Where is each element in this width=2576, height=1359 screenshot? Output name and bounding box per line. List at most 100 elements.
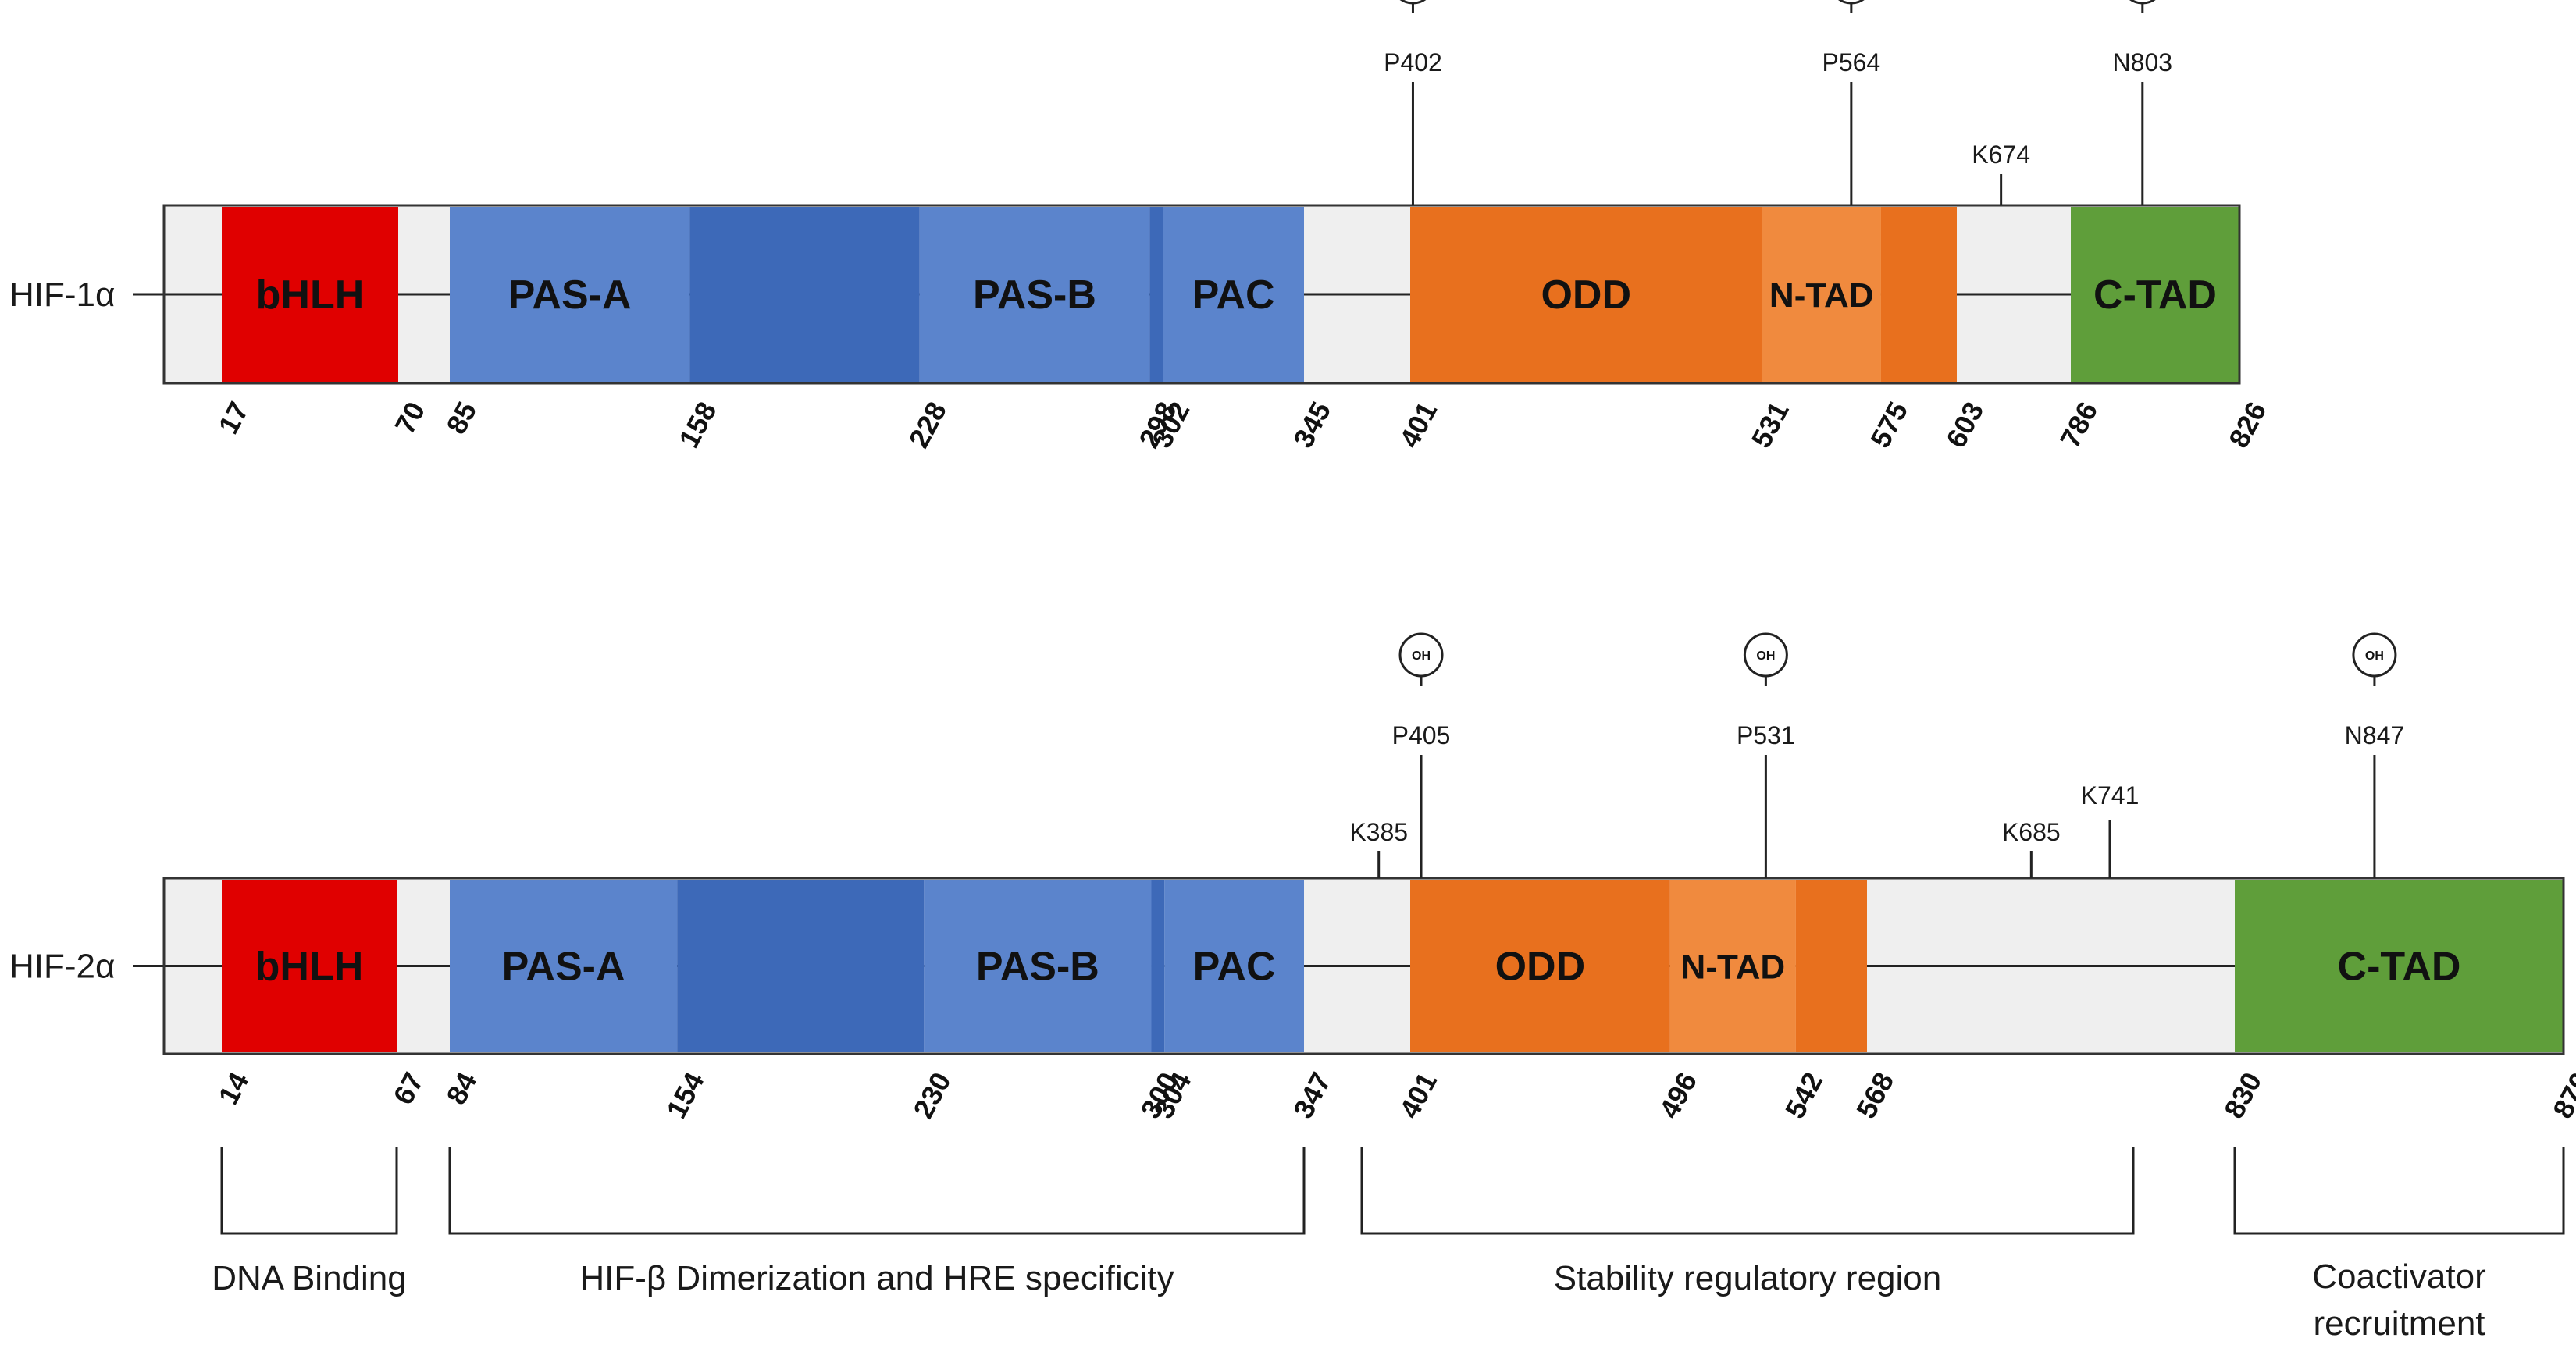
bracket-line — [1360, 1147, 2135, 1235]
domain-pac — [1164, 880, 1304, 1052]
site-label: K674 — [1972, 141, 2030, 169]
site-label: K385 — [1349, 818, 1408, 846]
site-marker: K685 — [2002, 818, 2061, 878]
tick-label: 786 — [2054, 397, 2104, 453]
region-label: HIF-β Dimerization and HRE specificity — [579, 1259, 1174, 1297]
site-marker: K741 — [2081, 781, 2140, 878]
domain-label: N-TAD — [1681, 948, 1786, 987]
tick-label: 84 — [440, 1067, 483, 1110]
site-marker: OH P531 — [1737, 632, 1795, 878]
site-label: K685 — [2002, 818, 2061, 846]
tick-label: 158 — [672, 397, 722, 453]
protein-label: HIF-1α — [9, 276, 115, 314]
domain-bhlh — [222, 880, 397, 1052]
tick-label: 870 — [2546, 1067, 2576, 1123]
bracket-line — [2233, 1147, 2565, 1235]
tick-label: 826 — [2222, 397, 2272, 453]
hydroxyl-label: OH — [1412, 649, 1431, 663]
domain-segment — [1795, 880, 1867, 1052]
protein-0: HIF-1α bHLH PAS-A PAS-B PAC ODD N-TAD C-TAD 17 70… — [9, 0, 2272, 453]
tick-label: 401 — [1393, 1067, 1443, 1123]
site-marker: OHN803 — [2113, 0, 2173, 205]
site-marker: OH P405 — [1392, 632, 1451, 878]
domain-c-tad — [2235, 880, 2564, 1052]
domain-odd — [1410, 207, 1762, 382]
domain-segment — [1151, 880, 1165, 1052]
tick-label: 575 — [1864, 397, 1914, 453]
site-label: N803 — [2113, 48, 2173, 76]
tick-label: 531 — [1744, 397, 1794, 453]
domain-odd — [1410, 880, 1670, 1052]
protein-1: HIF-2α bHLH PAS-A PAS-B PAC ODD N-TAD C-TAD 14 67… — [9, 632, 2576, 1123]
site-label: N847 — [2345, 721, 2405, 749]
hydroxyl-icon — [1743, 632, 1788, 678]
site-marker: OHP564 — [1822, 0, 1880, 205]
site-marker: OH N847 — [2345, 632, 2405, 878]
region-label-line: Coactivator — [2312, 1258, 2486, 1296]
protein-label: HIF-2α — [9, 948, 115, 986]
domain-label: C-TAD — [2093, 272, 2217, 318]
tick-label: 568 — [1850, 1067, 1900, 1123]
tick-label: 17 — [212, 397, 255, 439]
tick-label: 542 — [1779, 1067, 1829, 1123]
domain-segment — [677, 880, 925, 1052]
region-label: Stability regulatory region — [1554, 1259, 1941, 1297]
domain-pas-b — [924, 880, 1152, 1052]
region-label: DNA Binding — [212, 1259, 406, 1297]
domain-n-tad — [1669, 880, 1796, 1052]
tick-label: 830 — [2218, 1067, 2268, 1123]
domain-pas-a — [450, 207, 690, 382]
domain-label: bHLH — [256, 272, 365, 318]
site-label: P402 — [1384, 48, 1442, 76]
tick-label: 347 — [1287, 1067, 1337, 1123]
domain-segment — [1149, 207, 1163, 382]
site-label: K741 — [2081, 781, 2140, 809]
domain-pas-a — [450, 880, 678, 1052]
domain-label: PAC — [1193, 945, 1276, 990]
site-label: P564 — [1822, 48, 1880, 76]
domain-segment — [1880, 207, 1957, 382]
hydroxyl-icon — [2129, 0, 2156, 5]
domain-label: PAS-A — [502, 945, 625, 990]
tick-label: 67 — [387, 1067, 429, 1110]
hydroxyl-icon — [2352, 632, 2397, 678]
region-bracket: Coactivator recruitment — [2233, 1147, 2565, 1343]
domain-pac — [1163, 207, 1304, 382]
site-label: P405 — [1392, 721, 1451, 749]
region-bracket: Stability regulatory region — [1360, 1147, 2135, 1297]
site-label: P531 — [1737, 721, 1795, 749]
tick-label: 70 — [388, 397, 431, 439]
domain-label: C-TAD — [2338, 945, 2461, 990]
site-marker: OHP402 — [1384, 0, 1442, 205]
tick-label: 14 — [212, 1067, 255, 1110]
domain-label: PAS-B — [973, 272, 1096, 318]
domain-label: bHLH — [255, 945, 364, 990]
hydroxyl-icon — [1399, 0, 1427, 5]
site-marker: K674 — [1972, 141, 2030, 205]
site-marker: K385 — [1349, 818, 1408, 878]
domain-n-tad — [1762, 207, 1881, 382]
hydroxyl-icon — [1838, 0, 1865, 5]
region-bracket: DNA Binding — [212, 1147, 407, 1297]
domain-label: PAS-A — [508, 272, 632, 318]
protein-bar-outline — [162, 204, 2241, 385]
tick-label: 85 — [440, 397, 483, 439]
tick-label: 154 — [660, 1067, 710, 1123]
tick-label: 496 — [1653, 1067, 1703, 1123]
hydroxyl-icon — [1398, 632, 1444, 678]
region-bracket: HIF-β Dimerization and HRE specificity — [448, 1147, 1306, 1297]
domain-segment — [689, 207, 920, 382]
domain-label: ODD — [1495, 945, 1586, 990]
tick-label: 603 — [1940, 397, 1990, 453]
domain-label: ODD — [1541, 272, 1631, 318]
domain-pas-b — [919, 207, 1150, 382]
bracket-line — [448, 1147, 1306, 1235]
region-label: Coactivator recruitment — [2312, 1258, 2486, 1343]
domain-bhlh — [222, 207, 398, 382]
hydroxyl-label: OH — [2365, 649, 2384, 663]
domain-label: N-TAD — [1769, 276, 1874, 315]
domain-label: PAS-B — [976, 945, 1099, 990]
tick-label: 345 — [1287, 397, 1337, 453]
domain-label: PAC — [1192, 272, 1275, 318]
